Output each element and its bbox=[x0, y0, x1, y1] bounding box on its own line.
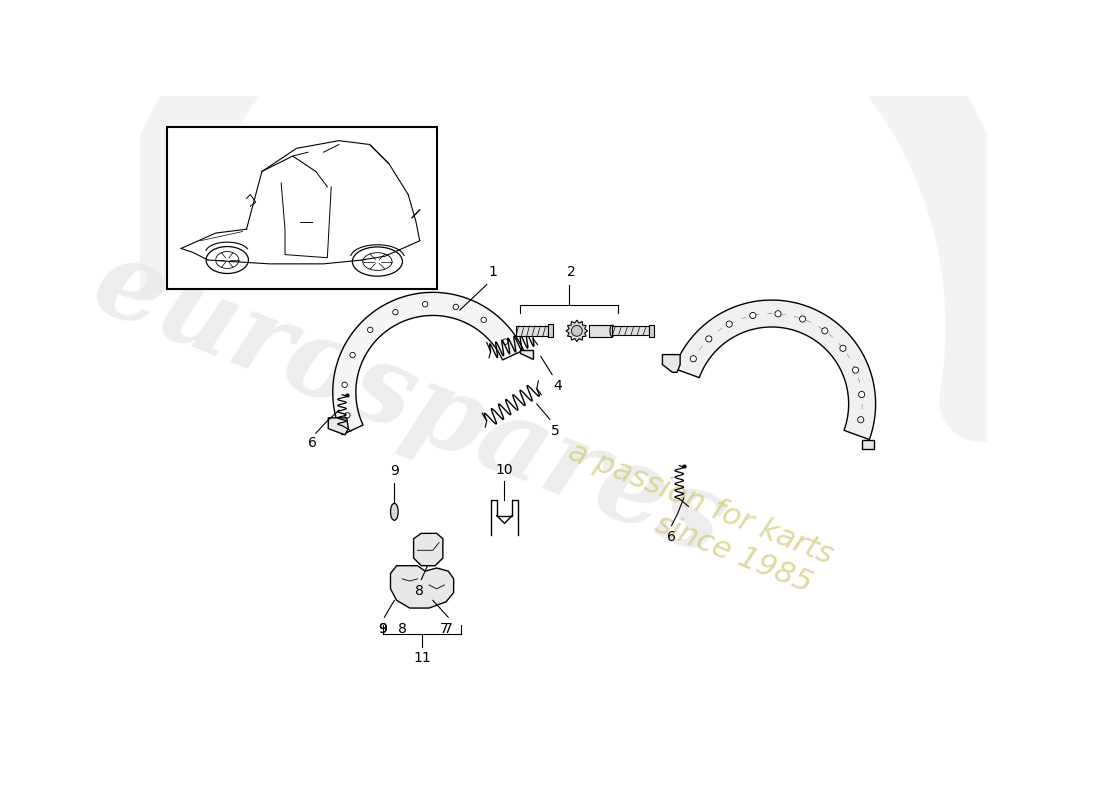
Polygon shape bbox=[674, 300, 876, 439]
Text: 9: 9 bbox=[378, 622, 387, 636]
Circle shape bbox=[393, 310, 398, 315]
Bar bbox=[516, 326, 548, 336]
Bar bbox=[167, 127, 437, 289]
Circle shape bbox=[367, 327, 373, 333]
Circle shape bbox=[342, 382, 348, 387]
Circle shape bbox=[481, 318, 486, 322]
Text: 6: 6 bbox=[667, 530, 676, 544]
Text: a passion for karts
          since 1985: a passion for karts since 1985 bbox=[552, 438, 837, 602]
Circle shape bbox=[840, 346, 846, 351]
Bar bbox=[613, 326, 649, 335]
Text: 4: 4 bbox=[553, 379, 562, 394]
Circle shape bbox=[453, 304, 459, 310]
Circle shape bbox=[750, 313, 756, 318]
Circle shape bbox=[350, 352, 355, 358]
Circle shape bbox=[726, 321, 733, 327]
Text: 2: 2 bbox=[568, 266, 575, 279]
Text: 6: 6 bbox=[308, 436, 317, 450]
Circle shape bbox=[344, 413, 350, 418]
Text: 8: 8 bbox=[416, 584, 425, 598]
Ellipse shape bbox=[390, 503, 398, 520]
Polygon shape bbox=[414, 534, 443, 566]
Bar bbox=[649, 325, 653, 337]
Text: 11: 11 bbox=[414, 651, 431, 665]
Text: 1: 1 bbox=[488, 266, 497, 279]
Text: 9: 9 bbox=[378, 622, 387, 636]
Text: 5: 5 bbox=[551, 424, 560, 438]
Circle shape bbox=[858, 417, 864, 422]
Circle shape bbox=[822, 328, 828, 334]
Circle shape bbox=[503, 339, 508, 344]
Polygon shape bbox=[566, 320, 587, 342]
Circle shape bbox=[800, 316, 805, 322]
Polygon shape bbox=[333, 292, 524, 434]
Text: 10: 10 bbox=[496, 463, 514, 477]
Text: 7: 7 bbox=[440, 622, 449, 636]
Circle shape bbox=[690, 356, 696, 362]
Polygon shape bbox=[662, 354, 680, 372]
Circle shape bbox=[852, 367, 859, 373]
Circle shape bbox=[774, 310, 781, 317]
Text: eurospares: eurospares bbox=[79, 229, 740, 579]
Text: 8: 8 bbox=[397, 622, 407, 636]
Circle shape bbox=[706, 336, 712, 342]
Polygon shape bbox=[328, 418, 349, 434]
Polygon shape bbox=[390, 566, 453, 608]
Bar bbox=[590, 325, 613, 337]
Circle shape bbox=[571, 326, 582, 336]
Text: 7: 7 bbox=[444, 622, 452, 636]
Circle shape bbox=[422, 302, 428, 307]
Text: 9: 9 bbox=[389, 464, 399, 478]
Polygon shape bbox=[520, 350, 532, 359]
Polygon shape bbox=[861, 439, 875, 449]
Bar bbox=[548, 324, 553, 338]
Circle shape bbox=[858, 391, 865, 398]
Ellipse shape bbox=[609, 325, 615, 337]
